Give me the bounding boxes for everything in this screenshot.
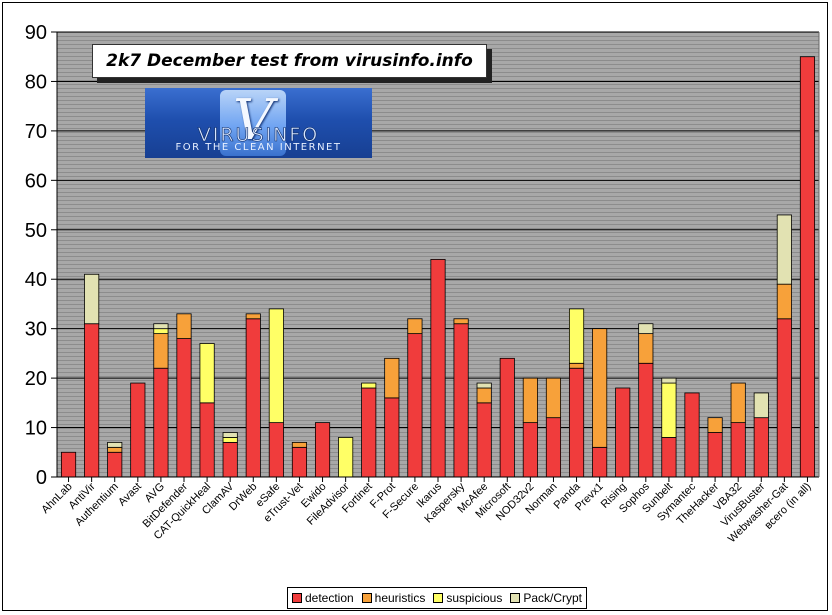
bar-pack-crypt-31	[776, 214, 792, 285]
bar-pack-crypt-30	[753, 392, 769, 419]
bar-detection-22	[568, 367, 585, 478]
legend-label-suspicious: suspicious	[446, 591, 503, 605]
bar-detection-4	[153, 367, 169, 478]
bar-suspicious-6	[199, 343, 215, 404]
chart-title: 2k7 December test from virusinfo.info	[92, 44, 487, 78]
legend-item-detection: detection	[291, 591, 354, 605]
bar-heuristics-4	[153, 333, 169, 369]
bar-heuristics-17	[453, 318, 469, 325]
bar-heuristics-15	[407, 318, 423, 335]
bar-detection-21	[545, 417, 562, 478]
bar-detection-6	[199, 402, 215, 478]
bar-heuristics-14	[384, 357, 400, 399]
bar-detection-7	[222, 441, 238, 478]
bar-heuristics-8	[245, 313, 261, 320]
bar-detection-17	[453, 323, 469, 478]
bar-detection-15	[407, 333, 423, 478]
bar-heuristics-22	[568, 362, 585, 369]
bar-detection-10	[291, 446, 308, 478]
y-tick-label: 90	[25, 22, 47, 44]
bar-suspicious-13	[361, 382, 377, 389]
legend-label-pack-crypt: Pack/Crypt	[523, 591, 582, 605]
y-tick-label: 50	[25, 220, 47, 242]
bar-pack-crypt-25	[638, 323, 654, 335]
bar-pack-crypt-26	[661, 377, 677, 384]
bar-detection-25	[638, 362, 654, 478]
bar-pack-crypt-4	[153, 323, 169, 330]
logo-tagline: FOR THE CLEAN INTERNET	[175, 142, 342, 153]
bar-detection-11	[314, 422, 331, 478]
bar-detection-23	[592, 446, 608, 478]
bar-detection-24	[615, 387, 631, 478]
bar-detection-19	[499, 357, 515, 478]
legend-swatch-heuristics	[361, 593, 372, 603]
bar-detection-0	[60, 451, 77, 478]
bar-heuristics-28	[707, 417, 723, 433]
bar-suspicious-26	[661, 382, 677, 438]
bar-pack-crypt-2	[107, 441, 123, 448]
bar-detection-20	[522, 422, 538, 478]
logo-glyph: V	[233, 88, 274, 153]
bar-detection-27	[684, 392, 700, 478]
legend-item-pack-crypt: Pack/Crypt	[510, 591, 582, 605]
x-tick-label: Avast	[116, 481, 144, 509]
y-tick-label: 80	[25, 71, 47, 93]
legend-item-heuristics: heuristics	[361, 591, 426, 605]
bar-heuristics-29	[730, 382, 746, 424]
bar-heuristics-20	[522, 377, 538, 424]
y-tick-label: 20	[25, 368, 47, 390]
virusinfo-logo: V VIRUSINFO FOR THE CLEAN INTERNET	[145, 88, 372, 158]
bar-detection-14	[384, 397, 400, 478]
y-tick-label: 10	[25, 418, 47, 440]
chart-legend: detection heuristics suspicious Pack/Cry…	[287, 587, 587, 609]
bar-detection-1	[84, 323, 100, 478]
legend-swatch-pack-crypt	[510, 593, 521, 603]
bar-heuristics-18	[476, 387, 492, 404]
bar-pack-crypt-18	[476, 382, 492, 389]
bar-detection-2	[107, 451, 123, 478]
logo-name: VIRUSINFO	[197, 124, 320, 147]
bar-heuristics-2	[107, 446, 123, 453]
y-tick-label: 30	[25, 319, 47, 341]
bar-detection-28	[707, 432, 723, 478]
bar-detection-29	[730, 422, 746, 478]
bar-detection-31	[776, 318, 792, 478]
y-tick-label: 40	[25, 269, 47, 291]
bar-heuristics-31	[776, 283, 792, 320]
bar-suspicious-22	[568, 308, 585, 364]
bar-suspicious-7	[222, 437, 238, 443]
legend-swatch-detection	[291, 593, 302, 603]
legend-label-heuristics: heuristics	[374, 591, 426, 605]
bar-heuristics-5	[176, 313, 192, 339]
y-tick-label: 60	[25, 170, 47, 192]
bar-detection-26	[661, 437, 677, 478]
bar-detection-18	[476, 402, 492, 478]
legend-item-suspicious: suspicious	[433, 591, 502, 605]
bar-heuristics-10	[291, 441, 308, 448]
bar-detection-8	[245, 318, 261, 478]
bar-detection-3	[130, 382, 146, 478]
bar-pack-crypt-1	[84, 273, 100, 325]
bar-detection-5	[176, 338, 192, 478]
bar-suspicious-4	[153, 328, 169, 335]
y-tick-label: 70	[25, 121, 47, 143]
bar-heuristics-23	[592, 328, 608, 448]
legend-swatch-suspicious	[433, 593, 444, 603]
bar-heuristics-21	[545, 377, 562, 419]
bar-detection-16	[430, 259, 446, 478]
bar-detection-13	[361, 387, 377, 478]
y-tick-label: 0	[36, 467, 47, 489]
logo-glare	[220, 90, 286, 156]
bar-suspicious-9	[268, 308, 284, 424]
bar-detection-32	[799, 56, 816, 478]
bar-detection-30	[753, 417, 769, 478]
bar-pack-crypt-7	[222, 432, 238, 438]
bar-suspicious-12	[338, 437, 354, 478]
bar-detection-9	[268, 422, 284, 478]
bar-heuristics-25	[638, 333, 654, 364]
legend-label-detection: detection	[304, 591, 354, 605]
